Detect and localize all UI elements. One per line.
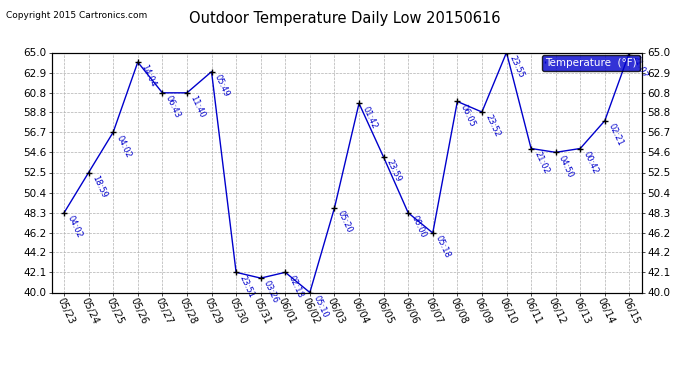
- Text: 05:49: 05:49: [213, 73, 231, 98]
- Text: 05:20: 05:20: [336, 209, 354, 235]
- Text: 21:07: 21:07: [631, 54, 649, 80]
- Text: 23:55: 23:55: [508, 54, 526, 80]
- Text: 04:02: 04:02: [66, 214, 83, 240]
- Text: 06:43: 06:43: [164, 94, 182, 120]
- Text: 23:52: 23:52: [483, 113, 502, 139]
- Text: 06:05: 06:05: [459, 103, 477, 128]
- Text: 02:21: 02:21: [607, 122, 624, 147]
- Text: 01:42: 01:42: [360, 105, 379, 130]
- Text: Copyright 2015 Cartronics.com: Copyright 2015 Cartronics.com: [6, 11, 147, 20]
- Text: 18:59: 18:59: [90, 174, 108, 200]
- Text: 04:50: 04:50: [557, 154, 575, 179]
- Text: Outdoor Temperature Daily Low 20150616: Outdoor Temperature Daily Low 20150616: [189, 11, 501, 26]
- Text: 00:00: 00:00: [410, 214, 428, 240]
- Text: 05:10: 05:10: [311, 294, 329, 319]
- Text: 03:26: 03:26: [262, 279, 280, 305]
- Text: 05:18: 05:18: [434, 234, 453, 260]
- Legend: Temperature  (°F): Temperature (°F): [542, 55, 640, 71]
- Text: 23:59: 23:59: [385, 159, 403, 184]
- Text: 02:18: 02:18: [286, 274, 305, 299]
- Text: 00:42: 00:42: [582, 150, 600, 175]
- Text: 14:04: 14:04: [139, 63, 157, 89]
- Text: 23:51: 23:51: [237, 274, 256, 299]
- Text: 11:40: 11:40: [188, 94, 206, 120]
- Text: 21:02: 21:02: [533, 150, 551, 175]
- Text: 04:02: 04:02: [115, 134, 132, 159]
